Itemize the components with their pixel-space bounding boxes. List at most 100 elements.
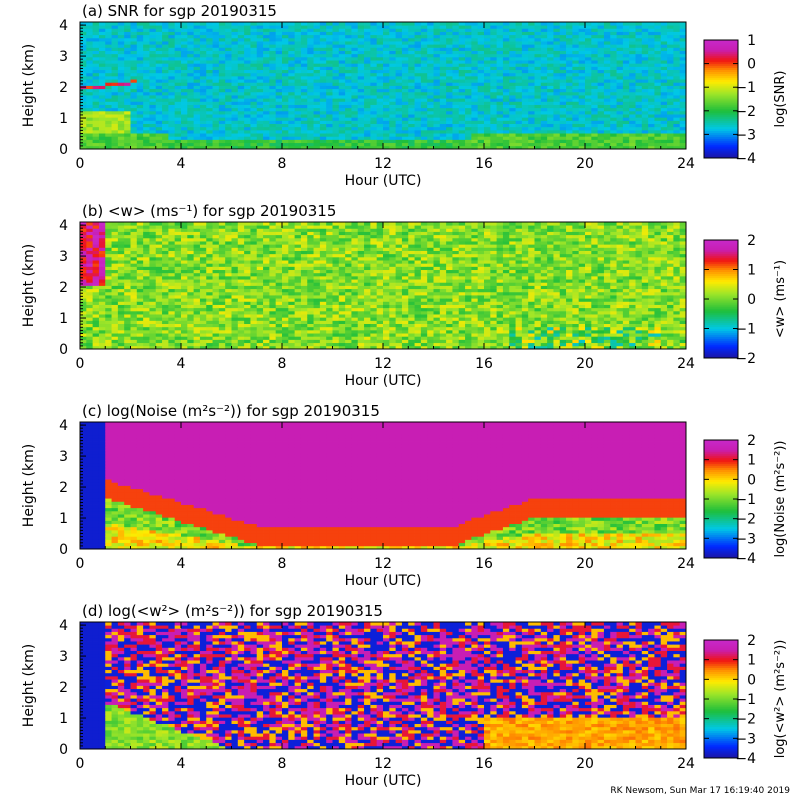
heatmap-cell	[288, 129, 296, 134]
heatmap-cell	[319, 47, 327, 51]
heatmap-cell	[585, 145, 592, 150]
heatmap-cell	[86, 282, 94, 286]
heatmap-cell	[269, 44, 277, 48]
heatmap-cell	[86, 333, 94, 337]
heatmap-cell	[187, 266, 195, 271]
heatmap-cell	[111, 123, 119, 128]
heatmap-cell	[452, 136, 460, 140]
heatmap-cell	[585, 63, 592, 67]
heatmap-cell	[597, 139, 605, 144]
heatmap-cell	[484, 133, 491, 137]
heatmap-cell	[130, 101, 138, 105]
heatmap-cell	[187, 142, 195, 147]
heatmap-cell	[143, 295, 150, 299]
heatmap-cell	[206, 317, 213, 321]
heatmap-cell	[370, 142, 378, 147]
heatmap-cell	[338, 69, 346, 74]
heatmap-cell	[439, 72, 447, 77]
heatmap-cell	[313, 60, 321, 64]
heatmap-cell	[80, 63, 87, 67]
heatmap-cell	[484, 22, 491, 26]
heatmap-cell	[578, 129, 586, 134]
heatmap-cell	[471, 104, 479, 109]
heatmap-cell	[357, 145, 365, 150]
heatmap-cell	[124, 234, 131, 239]
heatmap-cell	[168, 285, 176, 290]
heatmap-cell	[338, 41, 346, 45]
heatmap-cell	[199, 307, 207, 312]
heatmap-cell	[401, 66, 409, 71]
heatmap-cell	[528, 101, 535, 105]
heatmap-cell	[471, 37, 479, 42]
heatmap-cell	[319, 104, 327, 109]
heatmap-cell	[86, 110, 94, 115]
heatmap-cell	[408, 22, 415, 26]
heatmap-cell	[345, 136, 352, 140]
heatmap-cell	[225, 85, 232, 90]
heatmap-cell	[667, 50, 674, 55]
heatmap-cell	[383, 50, 390, 55]
heatmap-cell	[477, 107, 485, 112]
heatmap-cell	[326, 60, 333, 64]
heatmap-cell	[414, 41, 422, 45]
heatmap-cell	[98, 228, 106, 232]
heatmap-cell	[212, 298, 220, 302]
heatmap-cell	[534, 107, 542, 112]
x-tick-label: 20	[576, 156, 594, 172]
heatmap-cell	[490, 31, 498, 36]
heatmap-cell	[597, 75, 605, 80]
heatmap-cell	[383, 63, 390, 67]
heatmap-cell	[168, 117, 176, 121]
heatmap-cell	[572, 69, 580, 74]
heatmap-cell	[345, 145, 352, 150]
heatmap-cell	[389, 44, 397, 48]
heatmap-cell	[572, 34, 580, 39]
heatmap-cell	[218, 123, 226, 128]
heatmap-cell	[622, 129, 630, 134]
heatmap-cell	[509, 66, 516, 71]
heatmap-cell	[597, 53, 605, 58]
heatmap-cell	[117, 317, 125, 321]
heatmap-cell	[130, 333, 138, 337]
heatmap-cell	[143, 241, 150, 245]
heatmap-cell	[427, 50, 434, 55]
heatmap-cell	[275, 88, 283, 93]
heatmap-cell	[193, 114, 201, 118]
heatmap-cell	[256, 75, 264, 80]
heatmap-cell	[86, 31, 94, 36]
heatmap-cell	[80, 241, 87, 245]
heatmap-cell	[496, 114, 504, 118]
heatmap-cell	[307, 107, 314, 112]
heatmap-cell	[578, 25, 586, 29]
heatmap-cell	[547, 41, 554, 45]
heatmap-cell	[181, 79, 188, 83]
heatmap-cell	[206, 66, 213, 71]
heatmap-cell	[212, 282, 220, 286]
heatmap-cell	[206, 75, 213, 80]
heatmap-cell	[319, 37, 327, 42]
heatmap-cell	[168, 104, 176, 109]
heatmap-cell	[667, 95, 674, 99]
heatmap-cell	[149, 275, 157, 280]
heatmap-cell	[641, 110, 649, 115]
heatmap-cell	[641, 114, 649, 118]
heatmap-cell	[105, 336, 112, 340]
heatmap-cell	[578, 95, 586, 99]
heatmap-cell	[389, 136, 397, 140]
heatmap-cell	[149, 85, 157, 90]
heatmap-cell	[521, 66, 529, 71]
heatmap-cell	[553, 50, 561, 55]
heatmap-cell	[603, 101, 611, 105]
heatmap-cell	[124, 329, 131, 334]
heatmap-cell	[370, 22, 378, 26]
heatmap-cell	[124, 317, 131, 321]
heatmap-cell	[181, 37, 188, 42]
heatmap-cell	[98, 237, 106, 242]
heatmap-cell	[105, 272, 112, 277]
heatmap-cell	[218, 342, 226, 347]
heatmap-cell	[98, 34, 106, 39]
heatmap-cell	[117, 269, 125, 274]
heatmap-cell	[80, 107, 87, 112]
heatmap-cell	[477, 50, 485, 55]
heatmap-cell	[231, 63, 239, 67]
